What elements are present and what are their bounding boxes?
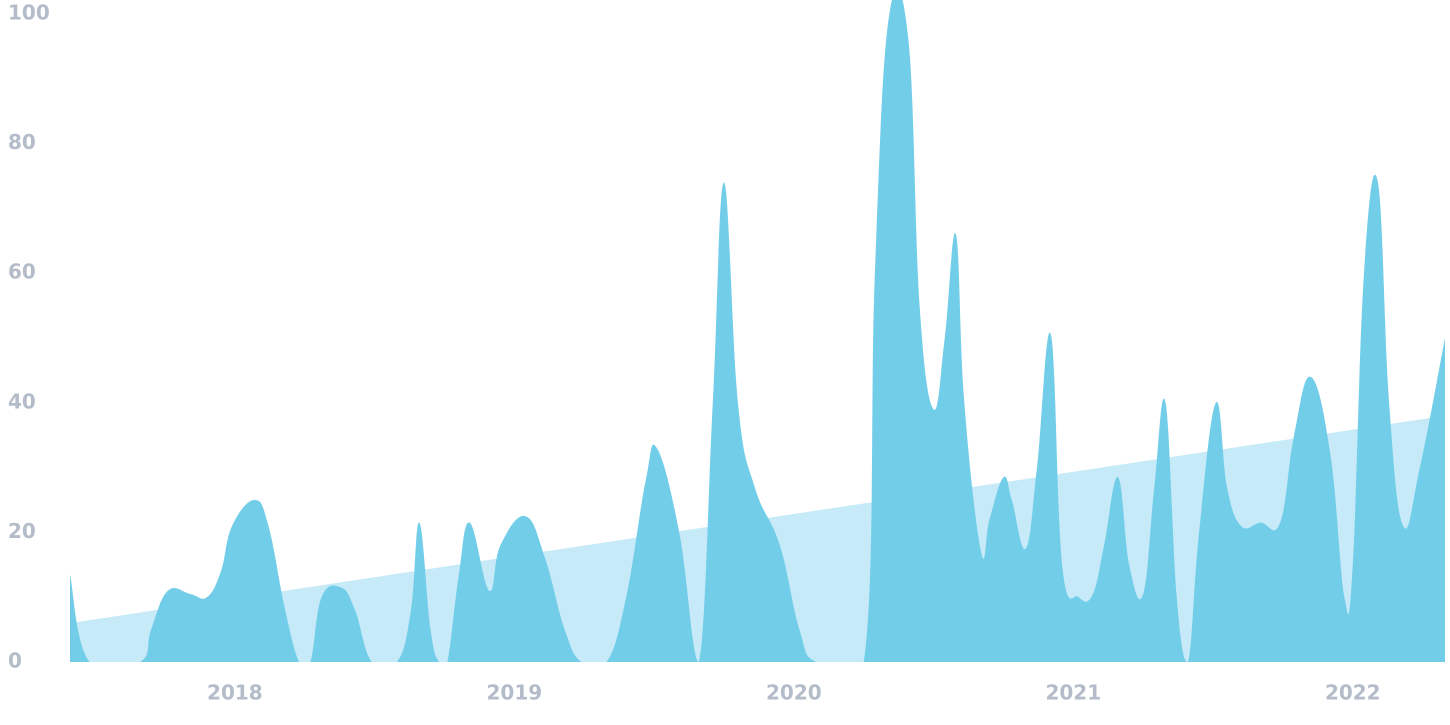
x-tick-label: 2022 [1325, 681, 1381, 705]
y-tick-label: 60 [8, 260, 36, 284]
y-tick-label: 40 [8, 389, 36, 413]
x-tick-label: 2019 [487, 681, 543, 705]
x-tick-label: 2020 [766, 681, 822, 705]
x-tick-label: 2018 [207, 681, 263, 705]
y-tick-label: 80 [8, 130, 36, 154]
y-tick-label: 0 [8, 649, 22, 673]
y-tick-label: 20 [8, 519, 36, 543]
area [70, 0, 1445, 662]
y-tick-label: 100 [8, 1, 50, 25]
x-tick-label: 2021 [1045, 681, 1101, 705]
